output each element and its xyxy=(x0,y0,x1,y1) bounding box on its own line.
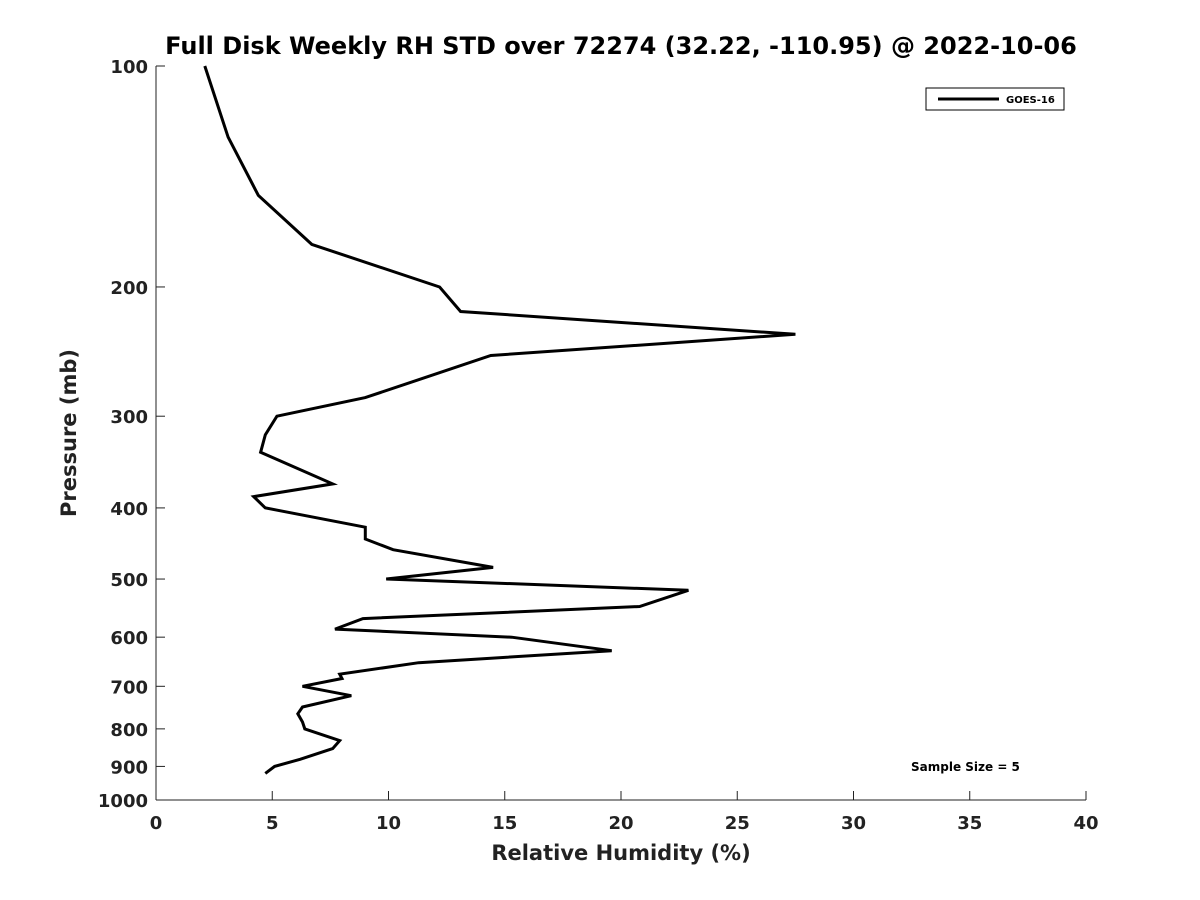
x-tick-label: 30 xyxy=(841,813,866,834)
sample-size-annotation: Sample Size = 5 xyxy=(911,760,1020,774)
x-axis-label: Relative Humidity (%) xyxy=(491,841,750,865)
x-tick-label: 40 xyxy=(1073,813,1098,834)
chart-title: Full Disk Weekly RH STD over 72274 (32.2… xyxy=(165,32,1077,60)
x-tick-label: 25 xyxy=(725,813,750,834)
y-axis-ticks: 100 200 300 400 500 600 700 800 900 1000 xyxy=(98,57,165,812)
legend-label-goes-16: GOES-16 xyxy=(1006,95,1055,106)
x-axis-ticks: 0 5 10 15 20 25 30 35 40 xyxy=(150,791,1099,834)
y-tick-label: 300 xyxy=(110,407,148,428)
y-axis-label: Pressure (mb) xyxy=(57,349,81,517)
x-tick-label: 15 xyxy=(492,813,517,834)
y-tick-label: 400 xyxy=(110,499,148,520)
y-tick-label: 700 xyxy=(110,677,148,698)
x-tick-label: 5 xyxy=(266,813,279,834)
y-tick-label: 800 xyxy=(110,720,148,741)
x-tick-label: 20 xyxy=(608,813,633,834)
y-tick-label: 200 xyxy=(110,278,148,299)
series-line-goes-16 xyxy=(203,65,796,775)
legend: GOES-16 xyxy=(925,87,1065,111)
y-tick-label: 900 xyxy=(110,757,148,778)
x-tick-label: 35 xyxy=(957,813,982,834)
y-tick-label: 100 xyxy=(110,57,148,78)
y-tick-label: 1000 xyxy=(98,791,148,812)
y-tick-label: 600 xyxy=(110,628,148,649)
series-layer xyxy=(203,65,796,775)
x-tick-label: 10 xyxy=(376,813,401,834)
x-tick-label: 0 xyxy=(150,813,163,834)
plot-area: 0 5 10 15 20 25 30 35 40 100 200 300 400 500 600 700 80… xyxy=(98,57,1099,834)
y-tick-label: 500 xyxy=(110,570,148,591)
